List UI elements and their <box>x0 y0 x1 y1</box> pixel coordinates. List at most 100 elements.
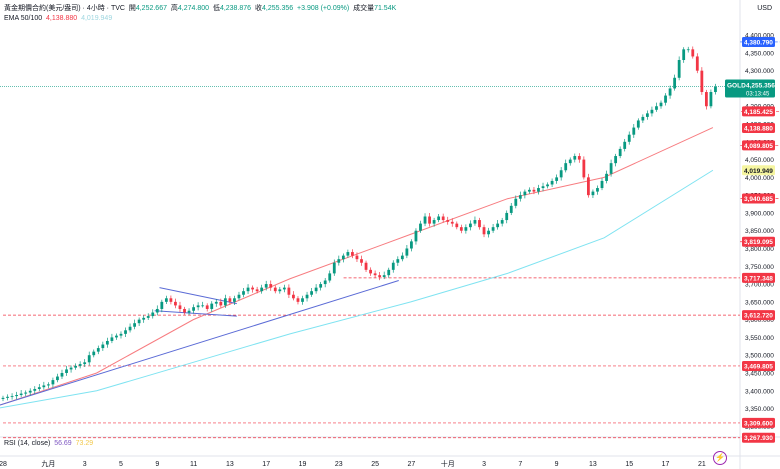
candle <box>1 397 5 399</box>
candle <box>541 186 545 189</box>
y-tick-label: 3,750.000 <box>745 264 774 271</box>
candle <box>550 180 554 185</box>
price-level-tag: 4,380.790 <box>744 39 773 46</box>
candle <box>105 340 109 345</box>
price-level-tag-bg <box>742 432 775 443</box>
close-value: 4,255.356 <box>261 5 294 12</box>
candle <box>682 49 686 61</box>
candle <box>187 310 191 313</box>
candle <box>405 248 409 256</box>
x-tick-label: 九月 <box>41 459 55 468</box>
x-tick-label: 17 <box>662 461 670 468</box>
candle <box>192 307 195 311</box>
candle <box>414 230 418 242</box>
candle <box>160 301 164 309</box>
rsi-value-1: 56.69 <box>54 440 72 447</box>
candle <box>255 289 259 292</box>
x-tick-label: 十月 <box>441 459 455 468</box>
candle <box>473 220 477 224</box>
candle <box>15 395 19 397</box>
candle <box>500 220 504 224</box>
candle <box>314 287 318 292</box>
candle <box>714 86 717 93</box>
price-level-tag: 4,185.425 <box>744 109 773 116</box>
candle <box>264 284 268 288</box>
candle <box>142 317 146 320</box>
ema-tag: 4,138.880 <box>744 125 773 132</box>
candle <box>573 156 577 160</box>
candle <box>382 275 386 277</box>
candle <box>532 189 536 192</box>
candle <box>695 56 699 71</box>
candle <box>423 216 427 224</box>
ema-legend[interactable]: EMA 50/100 4,138.880 4,019.949 <box>4 15 112 22</box>
candle <box>459 227 463 231</box>
x-tick-label: 3 <box>482 461 486 468</box>
candle <box>496 223 500 228</box>
candle <box>332 262 336 274</box>
candle <box>205 305 209 309</box>
y-tick-label: 3,450.000 <box>745 370 774 377</box>
candle <box>296 298 300 302</box>
candle <box>228 298 232 302</box>
y-tick-label: 3,550.000 <box>745 335 774 342</box>
x-tick-label: 11 <box>190 461 197 468</box>
candle <box>555 177 559 181</box>
candle <box>441 216 445 221</box>
candle <box>686 49 690 51</box>
x-tick-label: 25 <box>371 461 379 468</box>
candle <box>124 330 127 334</box>
trendline <box>154 310 237 317</box>
candle <box>42 385 46 388</box>
candle <box>78 364 82 366</box>
candle <box>387 269 391 276</box>
x-tick-label: 19 <box>299 461 307 468</box>
rsi-legend[interactable]: RSI (14, close) 56.69 73.29 <box>4 440 93 447</box>
countdown-tag: 03:13:45 <box>746 92 770 98</box>
candle <box>491 227 495 231</box>
candle <box>396 259 400 263</box>
y-tick-label: 4,300.000 <box>745 68 774 75</box>
candle <box>56 376 59 381</box>
candle <box>369 269 372 274</box>
lightning-icon[interactable]: ⚡ <box>713 451 727 465</box>
rsi-value-2: 73.29 <box>75 440 94 447</box>
candle <box>310 291 313 295</box>
candle <box>546 184 549 187</box>
x-tick-label: 9 <box>555 461 559 468</box>
price-level-tag-bg <box>742 140 775 151</box>
x-tick-label: 7 <box>518 461 522 468</box>
candle <box>251 287 254 290</box>
price-level-tag-bg <box>742 272 775 283</box>
candle <box>260 287 264 292</box>
candle <box>210 303 214 309</box>
candle <box>668 88 672 96</box>
candle <box>400 255 404 260</box>
candle <box>155 308 159 313</box>
candle <box>92 351 96 356</box>
candle <box>183 308 186 313</box>
candle <box>487 230 490 235</box>
candle <box>101 344 105 349</box>
candle <box>419 223 422 231</box>
candle <box>233 298 236 302</box>
chart-header: 黃金期價合約(美元/盎司) · 4小時 · TVC 開4,252.667 高4,… <box>4 5 397 12</box>
price-level-tag-bg <box>742 236 775 247</box>
ema100-line <box>0 169 714 409</box>
price-level-tag: 3,267.930 <box>744 435 773 442</box>
candle <box>364 262 368 270</box>
change-value: +3.908 (+0.09%) <box>297 5 350 12</box>
candle <box>6 396 9 398</box>
candle <box>577 156 581 160</box>
ema-label: EMA 50/100 <box>4 15 43 22</box>
price-level-tag: 3,717.348 <box>744 275 773 282</box>
candle <box>650 109 654 114</box>
currency-label: USD <box>757 5 772 12</box>
candle <box>137 319 141 324</box>
symbol-tag: GOLD <box>727 83 746 90</box>
candle <box>645 113 649 117</box>
symbol-line: 黃金期價合約(美元/盎司) · 4小時 · TVC <box>4 5 125 12</box>
candle <box>378 275 382 277</box>
candle <box>214 301 218 304</box>
